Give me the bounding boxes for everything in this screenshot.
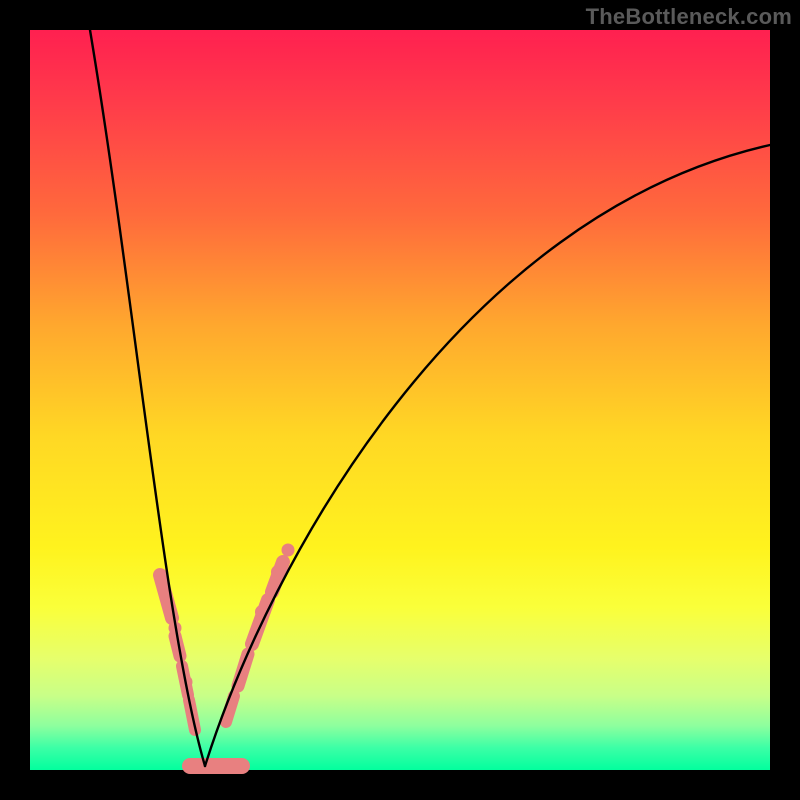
region-dot	[271, 565, 285, 579]
watermark-text: TheBottleneck.com	[586, 4, 792, 30]
region-dot	[282, 544, 295, 557]
chart-stage: TheBottleneck.com	[0, 0, 800, 800]
chart-svg	[0, 0, 800, 800]
